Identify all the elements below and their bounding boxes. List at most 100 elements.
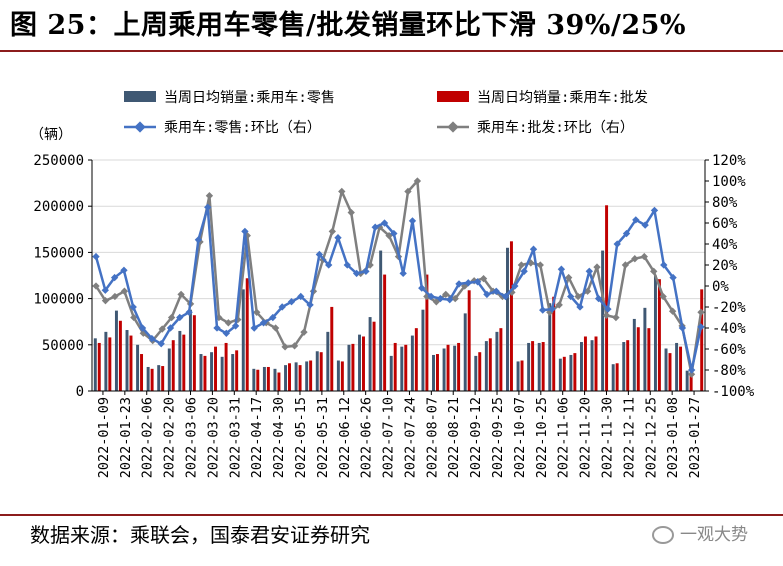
- retail-ratio-point: [548, 305, 556, 313]
- wholesale-bar: [689, 374, 693, 391]
- retail-bar: [527, 342, 531, 391]
- wholesale-ratio-point: [328, 227, 336, 236]
- axes: [91, 160, 706, 392]
- retail-bar: [157, 365, 161, 391]
- wholesale-ratio-point: [668, 307, 677, 315]
- ratio-lines: [92, 177, 705, 378]
- retail-bar: [347, 344, 351, 391]
- wholesale-bar: [298, 365, 302, 391]
- retail-bar: [262, 366, 266, 391]
- retail-bar: [569, 354, 573, 391]
- wholesale-bar: [446, 344, 450, 391]
- wholesale-ratio-point: [612, 313, 620, 322]
- wholesale-ratio-point: [300, 328, 308, 336]
- x-tick-label: 2022-03-20: [205, 397, 221, 478]
- wholesale-ratio-point: [442, 290, 450, 299]
- retail-ratio-point: [334, 234, 342, 242]
- retail-bar: [315, 351, 319, 391]
- bottom-rule: [0, 514, 783, 516]
- legend-label: 当周日均销量:乘用车:零售: [164, 89, 335, 106]
- retail-ratio-point: [352, 269, 361, 278]
- x-tick-label: 2022-11-20: [578, 397, 594, 478]
- right-tick-label: 60%: [712, 216, 738, 232]
- right-tick-label: -80%: [712, 363, 746, 379]
- legend-marker: [134, 121, 146, 133]
- wholesale-bar: [509, 241, 513, 391]
- x-tick-label: 2022-11-30: [600, 397, 616, 478]
- wholesale-bar: [647, 328, 651, 391]
- retail-bar: [358, 334, 362, 391]
- retail-ratio-point: [231, 322, 240, 330]
- retail-ratio-point: [594, 294, 603, 303]
- retail-bar: [506, 247, 509, 391]
- retail-ratio-point: [455, 280, 463, 288]
- wholesale-ratio-point: [281, 343, 289, 351]
- wholesale-bar: [414, 328, 418, 391]
- x-tick-label: 2022-03-06: [184, 397, 200, 478]
- x-tick-label: 2022-03-31: [227, 397, 243, 478]
- wholesale-bar: [277, 372, 281, 391]
- x-tick-label: 2022-04-17: [249, 397, 265, 478]
- retail-ratio-point: [576, 303, 584, 311]
- retail-ratio-point: [483, 290, 491, 299]
- x-tick-label: 2022-12-11: [621, 397, 637, 478]
- retail-ratio-point: [529, 245, 538, 253]
- wholesale-bar: [541, 342, 545, 391]
- wholesale-ratio-point: [338, 187, 346, 196]
- right-tick-label: 40%: [712, 237, 738, 253]
- wholesale-bar: [594, 336, 598, 391]
- retail-bar: [685, 370, 689, 391]
- retail-ratio-point: [259, 319, 268, 327]
- retail-ratio-point: [250, 324, 258, 332]
- wholesale-bar: [583, 336, 587, 391]
- wholesale-bar: [319, 352, 323, 391]
- retail-ratio-point: [297, 292, 305, 301]
- retail-ratio-point: [418, 284, 426, 292]
- retail-ratio-point: [138, 324, 147, 332]
- top-rule: [0, 50, 783, 52]
- retail-bar: [495, 331, 499, 391]
- wholesale-bar: [488, 338, 492, 391]
- retail-ratio-point: [148, 334, 156, 343]
- retail-ratio-point: [697, 323, 705, 331]
- wholesale-ratio-point: [659, 292, 667, 301]
- retail-bar: [284, 365, 288, 391]
- wholesale-bar: [97, 342, 101, 391]
- page-title: 图 25：上周乘用车零售/批发销量环比下滑 39%/25%: [10, 10, 687, 41]
- wholesale-bar: [552, 296, 556, 391]
- wholesale-bar: [330, 306, 334, 391]
- retail-bar: [579, 342, 583, 391]
- retail-bar: [379, 250, 383, 391]
- right-tick-label: 120%: [712, 153, 746, 169]
- retail-ratio-point: [92, 252, 100, 261]
- wholesale-bar: [615, 363, 619, 391]
- retail-ratio-point: [343, 261, 351, 269]
- legend-label: 当周日均销量:乘用车:批发: [477, 89, 648, 106]
- wholesale-bar: [457, 342, 461, 391]
- wholesale-ratio-point: [574, 292, 582, 301]
- wholesale-bar: [362, 336, 365, 391]
- retail-ratio-point: [278, 303, 286, 311]
- retail-ratio-point: [539, 306, 547, 314]
- wholesale-bar: [562, 356, 566, 391]
- retail-bar: [336, 360, 340, 391]
- x-tick-label: 2022-09-12: [468, 397, 484, 478]
- watermark-label: 一观大势: [680, 525, 748, 545]
- wholesale-bar: [679, 346, 683, 391]
- retail-ratio-point: [427, 292, 435, 301]
- x-tick-label: 2022-07-24: [402, 397, 418, 478]
- x-tick-label: 2022-08-21: [446, 397, 462, 478]
- wholesale-ratio-point: [271, 324, 280, 332]
- wholesale-ratio-point: [640, 252, 648, 261]
- retail-ratio-point: [269, 313, 277, 322]
- wholesale-bar: [351, 343, 355, 391]
- x-tick-label: 2022-09-25: [490, 397, 506, 478]
- retail-bar: [453, 345, 457, 391]
- right-axis-ticks: -100% -80% -60% -40% -20% 0% 20% 40% 60% 80% 100% 1…: [705, 153, 755, 400]
- wholesale-bar: [171, 340, 175, 391]
- wholesale-bar: [118, 320, 122, 391]
- retail-bar: [484, 341, 488, 391]
- left-tick-label: 50000: [42, 338, 84, 354]
- retail-bar: [601, 250, 605, 391]
- wholesale-bars: [97, 205, 704, 391]
